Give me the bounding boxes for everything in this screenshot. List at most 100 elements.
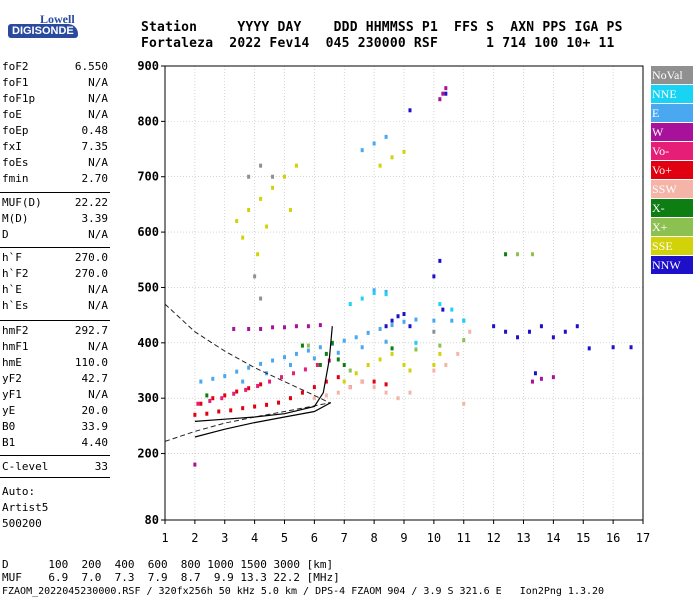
- f2-trace-curve: [194, 326, 333, 422]
- param-row: hmE 110.0: [2, 356, 108, 371]
- echo-point-e: [211, 376, 215, 381]
- echo-point-noval: [259, 296, 263, 301]
- legend-item: NNW: [651, 256, 693, 274]
- echo-point-noval: [432, 329, 436, 334]
- echo-point-w: [438, 97, 442, 102]
- echo-point-vo-: [384, 382, 388, 387]
- param-name: hmF2: [2, 324, 29, 337]
- echo-point-sse: [247, 207, 251, 212]
- echo-point-nne: [372, 291, 376, 295]
- echo-point-e: [366, 330, 370, 335]
- echo-point-sse: [402, 149, 406, 154]
- param-name: yF2: [2, 372, 22, 385]
- param-row: B0 33.9: [2, 420, 108, 435]
- y-tick-label: 700: [137, 170, 159, 184]
- param-value: 22.22: [74, 196, 108, 209]
- echo-point-w: [551, 375, 555, 380]
- panel-divider: [0, 455, 110, 456]
- param-name: foEs: [2, 156, 29, 169]
- echo-point-sse: [283, 174, 286, 179]
- echo-point-e: [336, 350, 340, 355]
- param-name: B1: [2, 436, 16, 449]
- echo-point-e: [283, 355, 286, 360]
- echo-point-x-: [205, 393, 209, 398]
- param-value: 7.35: [81, 140, 109, 153]
- echo-point-e: [360, 345, 364, 350]
- param-row: h`Es N/A: [2, 299, 108, 314]
- param-name: h`Es: [2, 299, 29, 312]
- echo-point-nnw: [629, 345, 633, 350]
- echo-point-w: [441, 91, 445, 96]
- echo-point-vo-: [324, 379, 328, 384]
- param-value: N/A: [88, 283, 108, 296]
- auto-label: Auto:: [2, 485, 36, 498]
- y-tick-label: 400: [137, 336, 159, 350]
- echo-point-e: [247, 365, 251, 370]
- echo-point-vo-: [265, 402, 269, 407]
- echo-point-nnw: [527, 329, 531, 334]
- param-row: M(D) 3.39: [2, 212, 108, 227]
- echo-point-x-: [300, 343, 304, 348]
- x-tick-label: 9: [400, 531, 407, 545]
- echo-point-vo-: [288, 396, 292, 401]
- echo-point-ssw: [444, 362, 448, 367]
- echo-point-nne: [384, 292, 388, 297]
- param-name: D: [2, 228, 9, 241]
- y-tick-label: 500: [137, 280, 159, 294]
- echo-point-vo-: [268, 379, 272, 384]
- echo-point-x-: [462, 338, 466, 343]
- legend-item: X-: [651, 199, 693, 217]
- param-value: 292.7: [74, 324, 108, 337]
- echo-point-e: [384, 134, 388, 139]
- echo-point-e: [235, 369, 239, 374]
- param-value: 33: [94, 460, 108, 473]
- param-value: N/A: [88, 92, 108, 105]
- x-tick-label: 3: [221, 531, 228, 545]
- param-name: foE: [2, 108, 22, 121]
- echo-point-sse: [390, 155, 394, 160]
- param-name: foF1: [2, 76, 29, 89]
- echo-point-x-: [330, 340, 334, 345]
- echo-point-vo-: [303, 367, 307, 372]
- echo-point-vo-: [193, 412, 197, 417]
- legend-item: NNE: [651, 85, 693, 103]
- echo-point-e: [199, 379, 203, 384]
- echo-point-nne: [438, 302, 442, 307]
- legend-item: X+: [651, 218, 693, 236]
- echo-point-sse: [294, 163, 298, 168]
- param-row: hmF2 292.7: [2, 324, 108, 339]
- panel-divider: [0, 320, 110, 321]
- param-row: fmin 2.70: [2, 172, 108, 187]
- param-row: hmF1 N/A: [2, 340, 108, 355]
- param-value: 20.0: [81, 404, 109, 417]
- legend-item: Vo-: [651, 142, 693, 160]
- panel-divider: [0, 192, 110, 193]
- echo-point-vo-: [259, 382, 263, 387]
- echo-point-w: [318, 323, 322, 328]
- param-row: D N/A: [2, 228, 108, 243]
- legend-item: SSE: [651, 237, 693, 255]
- x-tick-label: 1: [161, 531, 168, 545]
- echo-point-x-: [438, 343, 442, 348]
- echo-point-nnw: [533, 371, 537, 376]
- echo-point-nnw: [384, 324, 388, 329]
- y-tick-label: 300: [137, 391, 159, 405]
- echo-point-nnw: [611, 345, 615, 350]
- echo-point-e: [372, 288, 376, 293]
- echo-point-x-: [342, 362, 346, 367]
- echo-point-ssw: [462, 401, 466, 406]
- x-tick-label: 6: [311, 531, 318, 545]
- param-value: 110.0: [74, 356, 108, 369]
- echo-point-w: [259, 326, 263, 331]
- echo-point-sse: [402, 362, 406, 367]
- echo-point-x-: [318, 362, 322, 367]
- x-tick-label: 11: [457, 531, 471, 545]
- echo-point-e: [223, 374, 227, 379]
- echo-point-sse: [241, 235, 245, 240]
- echo-point-x-: [504, 252, 508, 257]
- x-tick-label: 13: [516, 531, 530, 545]
- echo-point-e: [384, 289, 388, 294]
- echo-point-vo-: [220, 396, 224, 401]
- echo-point-e: [288, 362, 292, 367]
- echo-point-vo-: [223, 393, 227, 398]
